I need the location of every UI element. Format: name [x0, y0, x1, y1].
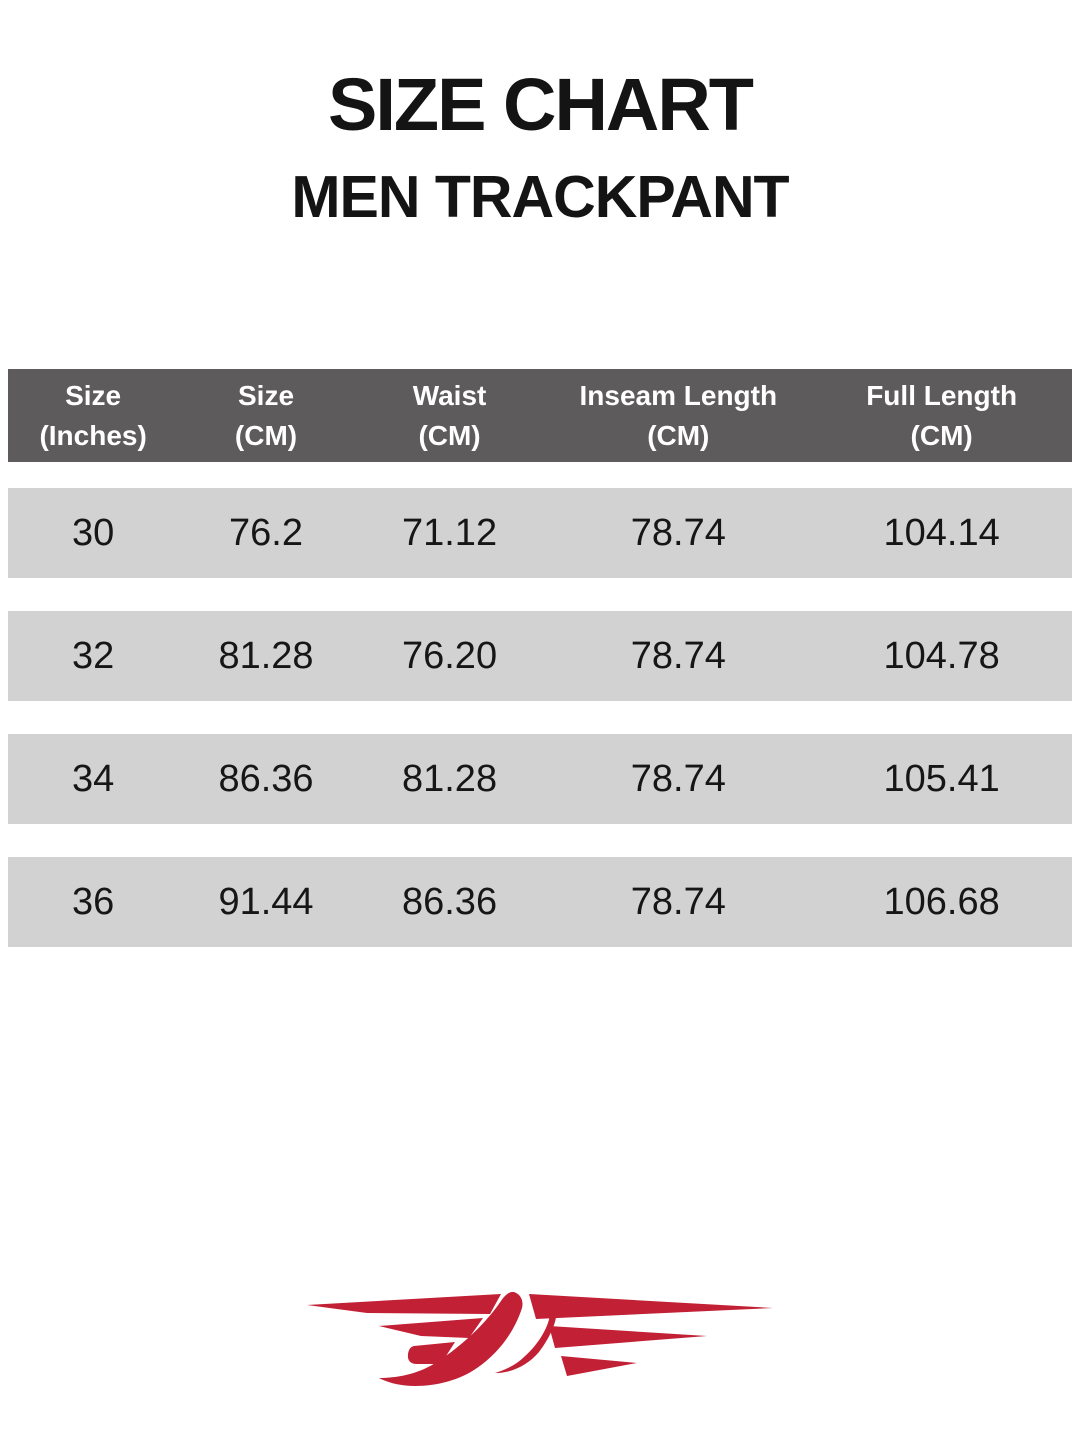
- table-row-size-36: 36 91.44 86.36 78.74 106.68: [8, 857, 1072, 947]
- cell-full-length-cm: 106.68: [883, 880, 1000, 923]
- page-subtitle: MEN TRACKPANT: [291, 164, 789, 230]
- cell-size-cm: 86.36: [218, 757, 314, 800]
- cell-waist-cm: 81.28: [401, 757, 498, 800]
- cell-waist-cm: 76.20: [401, 634, 498, 677]
- column-header-line: (Inches): [39, 419, 147, 451]
- cell-size-inches: 30: [71, 511, 115, 554]
- cell-inseam-length-cm: 78.74: [630, 634, 726, 677]
- column-header-line: Size: [237, 379, 295, 411]
- column-header-full-length-cm: Full Length (CM): [811, 376, 1072, 456]
- column-header-size-inches: Size (Inches): [8, 376, 178, 456]
- brand-logo: [305, 1291, 775, 1387]
- column-header-line: Full Length: [866, 379, 1018, 411]
- column-header-line: (CM): [234, 419, 298, 451]
- table-row-size-32: 32 81.28 76.20 78.74 104.78: [8, 611, 1072, 701]
- column-header-line: Size: [65, 379, 122, 411]
- column-header-size-cm: Size (CM): [178, 376, 354, 456]
- cell-size-cm: 76.2: [229, 511, 303, 554]
- column-header-line: (CM): [910, 419, 973, 451]
- page-title: SIZE CHART: [328, 63, 754, 146]
- table-row-size-30: 30 76.2 71.12 78.74 104.14: [8, 488, 1072, 578]
- column-header-waist-cm: Waist (CM): [354, 376, 546, 456]
- table-row-size-34: 34 86.36 81.28 78.74 105.41: [8, 734, 1072, 824]
- cell-size-cm: 81.28: [218, 634, 314, 677]
- cell-inseam-length-cm: 78.74: [630, 880, 726, 923]
- cell-full-length-cm: 104.14: [883, 511, 1000, 554]
- cell-size-inches: 34: [71, 757, 115, 800]
- cell-size-inches: 32: [71, 634, 115, 677]
- cell-full-length-cm: 105.41: [883, 757, 1000, 800]
- cell-full-length-cm: 104.78: [883, 634, 1000, 677]
- cell-size-cm: 91.44: [218, 880, 314, 923]
- column-header-line: (CM): [647, 419, 710, 451]
- cell-inseam-length-cm: 78.74: [630, 511, 726, 554]
- size-table: Size (Inches) Size (CM) Waist (CM) Insea…: [8, 369, 1072, 947]
- cell-size-inches: 36: [71, 880, 115, 923]
- red-wing-emblem-icon: [307, 1291, 773, 1386]
- column-header-inseam-length-cm: Inseam Length (CM): [545, 376, 811, 456]
- table-header-row: Size (Inches) Size (CM) Waist (CM) Insea…: [8, 369, 1072, 462]
- column-header-line: Inseam Length: [579, 379, 778, 411]
- cell-waist-cm: 86.36: [401, 880, 498, 923]
- column-header-line: (CM): [418, 419, 481, 451]
- cell-inseam-length-cm: 78.74: [630, 757, 726, 800]
- column-header-line: Waist: [412, 379, 487, 411]
- cell-waist-cm: 71.12: [401, 511, 498, 554]
